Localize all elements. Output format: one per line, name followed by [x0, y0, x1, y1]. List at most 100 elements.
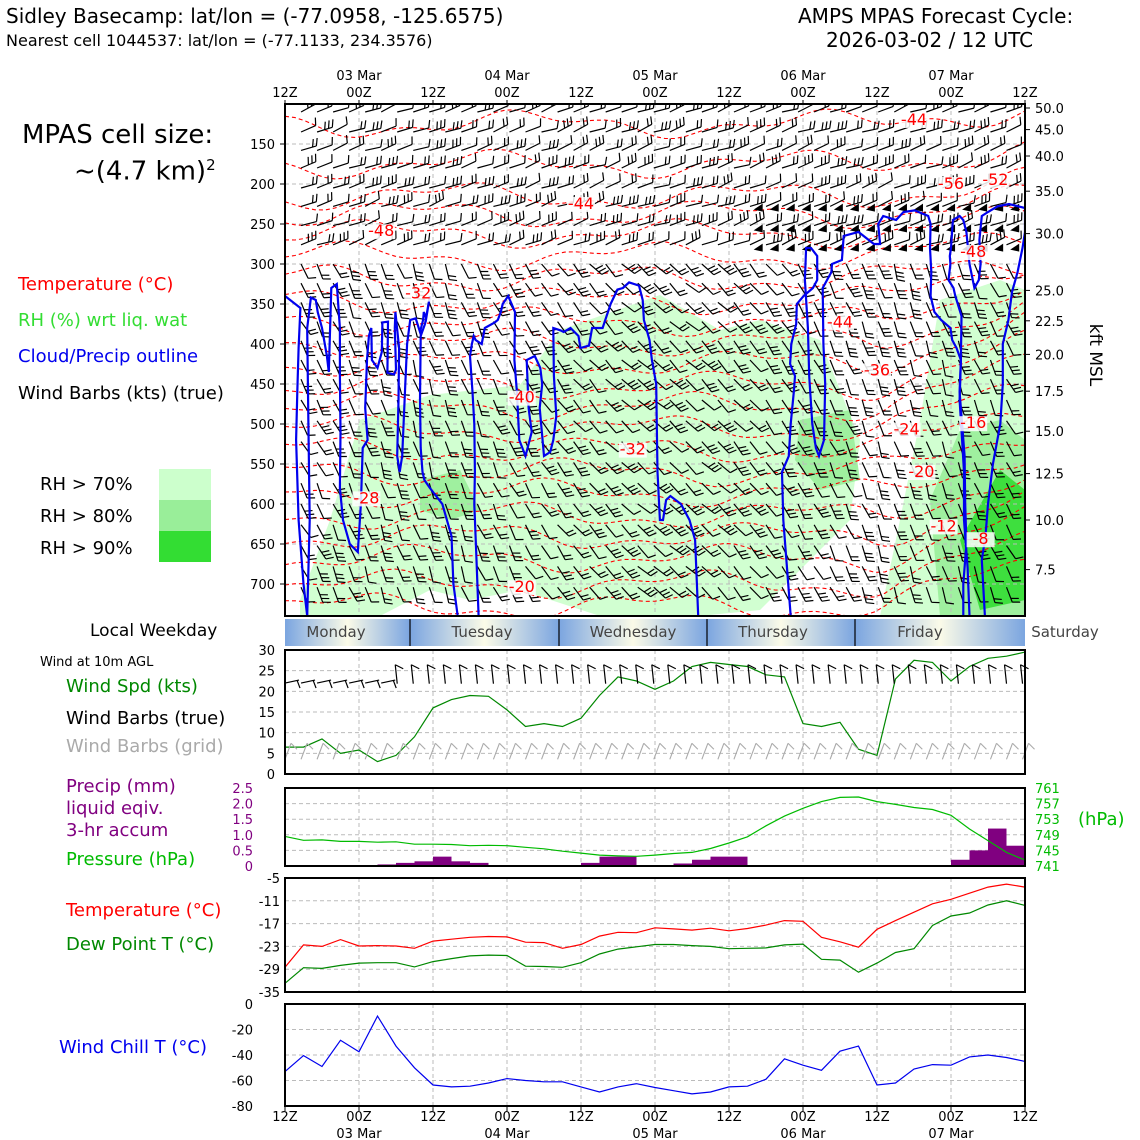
wind-barb-staff [925, 587, 933, 603]
wind-barb-flag [664, 291, 673, 296]
wind-barb-staff [749, 462, 761, 476]
wind-barb [989, 282, 1007, 298]
wind-barb-flag [1001, 156, 1004, 165]
wind-barb-flag [662, 363, 671, 369]
wind-barb-flag [627, 463, 636, 469]
wind-barb [621, 399, 642, 411]
wind-barb-staff [332, 162, 349, 169]
wind-barb-flag [376, 104, 378, 110]
wind-barb-flag [600, 310, 609, 315]
wind-barb-staff [444, 587, 450, 603]
wind-barb [974, 214, 992, 227]
wind-barb-flag [674, 423, 683, 428]
wind-barb-flag [882, 539, 891, 542]
wind-barb-flag [742, 351, 751, 355]
wind-barb-flag [987, 153, 990, 162]
wind-barb-staff [316, 340, 325, 356]
wind-barb-flag [729, 328, 738, 333]
wind-barb-flag [1005, 194, 1008, 203]
wind-barb-flag [916, 392, 926, 395]
temperature-contour [285, 443, 1025, 488]
wind-barb [508, 263, 525, 280]
wind-barb [557, 378, 574, 394]
wind-barb-staff [444, 441, 452, 457]
surface-barb-flag [410, 664, 420, 670]
wind-barb-staff [412, 482, 421, 499]
wind-barb-flag [732, 119, 735, 128]
wind-barb-flag [444, 175, 447, 184]
wind-barb-staff [973, 359, 983, 375]
wind-barb-flag [620, 138, 623, 147]
wind-barb-flag [984, 104, 986, 107]
wind-barb-flag [384, 313, 393, 316]
wind-barb-flag [414, 271, 423, 274]
wind-barb [989, 420, 1007, 436]
wind-barb-flag [729, 270, 738, 276]
wind-barb-flag [716, 119, 719, 128]
wind-barb-flag [533, 333, 542, 337]
wind-barb-flag [843, 191, 846, 200]
cloud-outline [780, 209, 968, 616]
wind-barb [926, 119, 943, 133]
wind-barb-staff [365, 163, 381, 169]
wind-barb [989, 462, 1005, 478]
wind-barb-flag [384, 539, 393, 543]
surface-barb-staff [490, 664, 495, 684]
wind-barb-staff [605, 566, 617, 580]
wind-barb-staff [492, 340, 501, 356]
wind-barb [573, 263, 591, 278]
wind-barb-flag [738, 466, 747, 470]
wind-barb-flag [528, 530, 538, 533]
wind-barb-flag [632, 429, 641, 434]
wind-barb [412, 545, 429, 561]
wind-barb-flag [723, 265, 732, 270]
wind-barb-staff [989, 462, 998, 478]
wind-barb [941, 359, 954, 378]
wind-barb [589, 104, 606, 113]
wind-barb-flag [563, 554, 572, 557]
grid-barb-flag [611, 742, 619, 750]
wind-barb-flag [729, 468, 738, 474]
wind-barb-flag [680, 429, 689, 434]
wind-barb-staff [589, 378, 600, 393]
wind-barb [493, 116, 509, 133]
wind-barb-flag [740, 348, 749, 352]
temperature-contour [285, 274, 1025, 316]
wind-barb-flag [696, 177, 700, 186]
wind-barb-flag [644, 196, 648, 205]
wind-barb-flag [335, 573, 344, 576]
wind-barb [653, 462, 672, 476]
wind-barb [846, 138, 864, 151]
wind-barb-flag [363, 193, 366, 203]
wind-barb-flag [707, 265, 716, 270]
wind-barb-staff [845, 180, 861, 189]
wind-barb-staff [653, 221, 670, 227]
wind-barb [428, 420, 443, 437]
wind-barb [476, 420, 490, 438]
wind-barb-flag [979, 355, 988, 358]
wind-barb-flag [795, 173, 798, 182]
wind-barb-staff [973, 586, 982, 603]
wind-barb-staff [749, 340, 760, 355]
wind-barb-flag [740, 469, 749, 473]
wind-barb [733, 378, 753, 392]
wind-barb-staff [653, 184, 670, 189]
wind-barb-flag [730, 488, 738, 494]
wind-barb-pennant [849, 224, 859, 233]
wind-barb-staff [909, 321, 917, 337]
wind-barb-flag [432, 456, 442, 459]
wind-barb-flag [380, 139, 383, 148]
wind-barb-flag [449, 317, 458, 320]
wind-barb-staff [941, 462, 951, 477]
wind-barb-flag [962, 394, 971, 397]
wind-barb [989, 545, 1007, 561]
wind-barb-staff [637, 378, 651, 391]
wind-barb-flag [408, 120, 410, 129]
cloud-outline [947, 202, 1025, 616]
wind-barb [701, 104, 718, 113]
wind-barb [412, 566, 427, 583]
wind-barb-flag [723, 525, 732, 531]
wind-barb [605, 461, 625, 475]
wind-barb [974, 192, 991, 207]
wind-barb-flag [996, 311, 1005, 314]
